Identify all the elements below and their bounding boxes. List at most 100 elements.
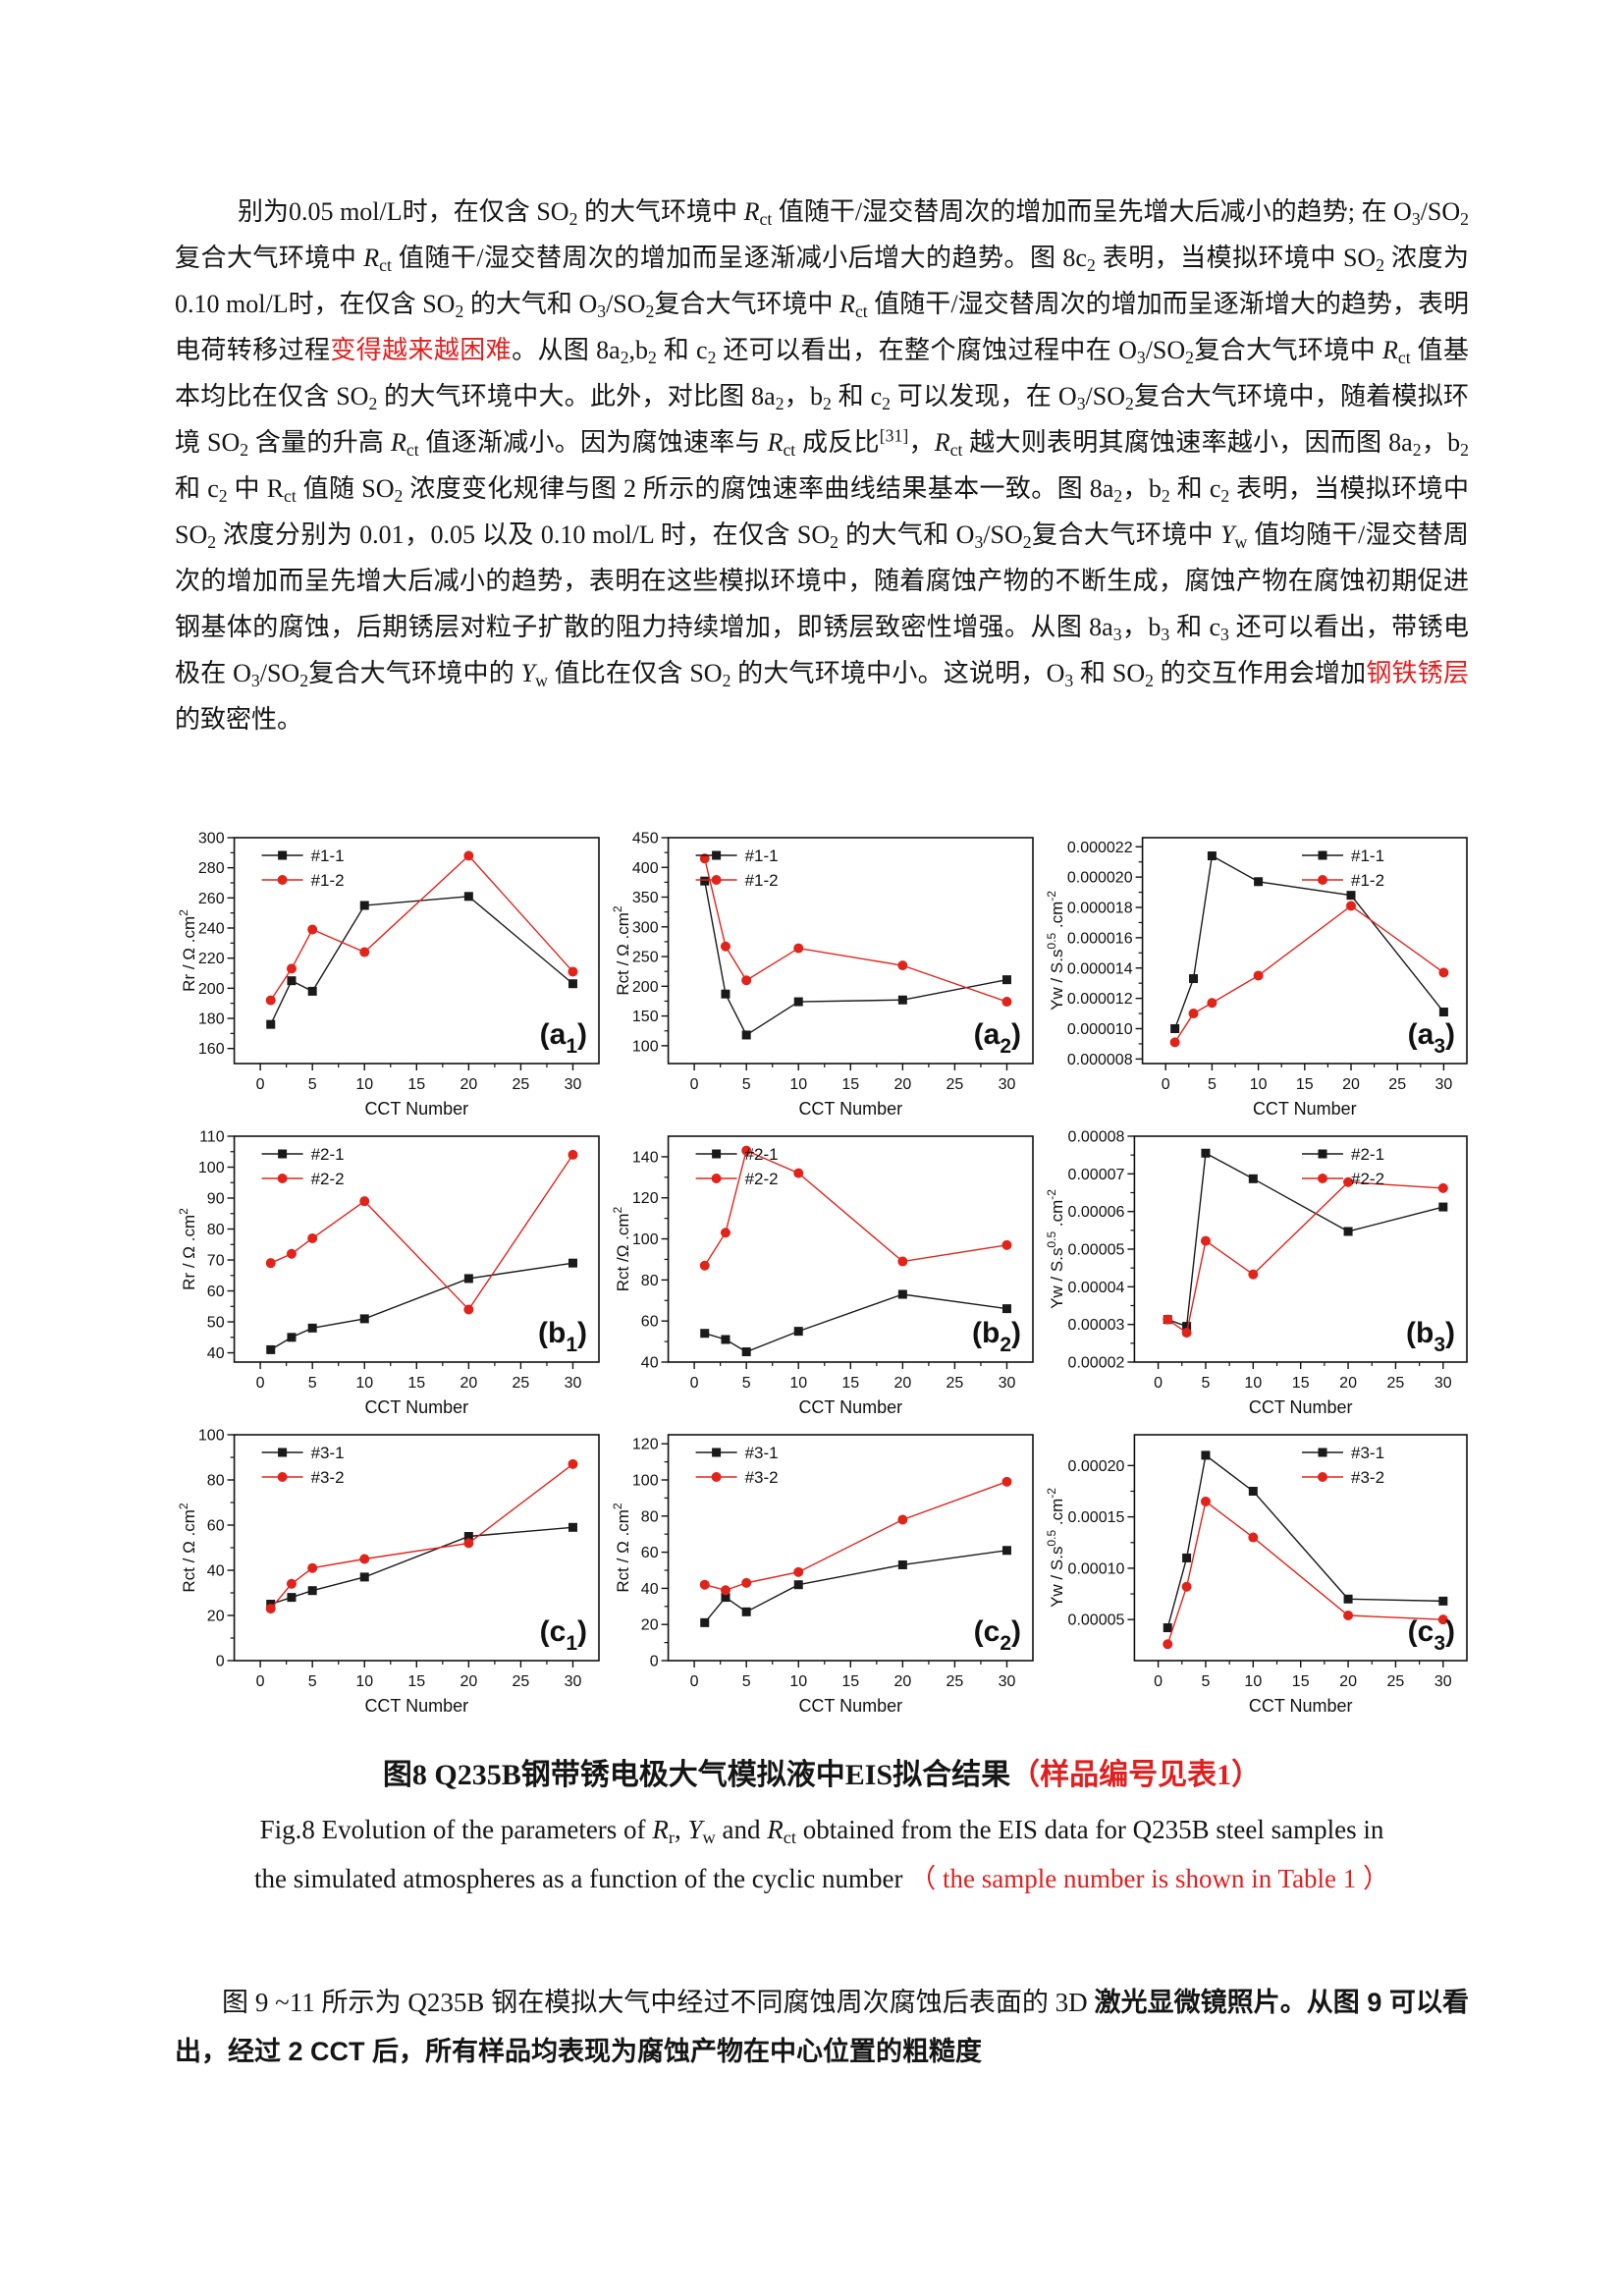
svg-text:5: 5 [742, 1375, 751, 1392]
svg-text:0: 0 [256, 1673, 265, 1690]
svg-text:CCT Number: CCT Number [364, 1099, 468, 1119]
svg-text:220: 220 [198, 951, 225, 967]
svg-text:10: 10 [355, 1673, 373, 1690]
svg-text:(b1): (b1) [538, 1317, 587, 1356]
svg-text:15: 15 [1296, 1076, 1314, 1093]
line-chart-c1: 0 5 10 15 20 25 30 0 20 40 60 80 100 #3-1 #3-2 (c1) CCT … [177, 1428, 600, 1716]
svg-text:30: 30 [1435, 1076, 1453, 1093]
line-chart-a1: 0 5 10 15 20 25 30 160 180 200 220 240 260 280 300 #1-1… [177, 831, 600, 1119]
figure-caption-zh: 图8 Q235B钢带锈电极大气模拟液中EIS拟合结果（样品编号见表1） [382, 1759, 1262, 1791]
svg-text:10: 10 [1244, 1375, 1262, 1392]
svg-text:0: 0 [690, 1076, 699, 1093]
svg-text:60: 60 [207, 1284, 225, 1300]
svg-text:25: 25 [947, 1673, 964, 1690]
svg-text:100: 100 [632, 1473, 659, 1490]
svg-text:70: 70 [207, 1253, 225, 1270]
svg-text:20: 20 [893, 1375, 911, 1392]
svg-text:(b2): (b2) [972, 1317, 1021, 1356]
svg-text:0: 0 [1154, 1375, 1163, 1392]
svg-text:30: 30 [999, 1076, 1016, 1093]
svg-text:0.000020: 0.000020 [1067, 870, 1133, 887]
svg-text:15: 15 [407, 1375, 425, 1392]
svg-text:#1-2: #1-2 [311, 871, 345, 890]
svg-text:100: 100 [198, 1160, 225, 1176]
svg-text:0.00005: 0.00005 [1068, 1242, 1125, 1259]
figure-8-grid: 0 5 10 15 20 25 30 160 180 200 220 240 260 280 300 #1-1… [175, 828, 1477, 1723]
line-chart-c2: 0 5 10 15 20 25 30 0 20 40 60 80 100 120 #3-1 #3-2 (c2) C… [611, 1434, 1034, 1716]
svg-text:#2-2: #2-2 [311, 1170, 345, 1188]
svg-text:80: 80 [207, 1473, 225, 1490]
svg-text:CCT Number: CCT Number [798, 1099, 902, 1119]
svg-text:400: 400 [632, 860, 659, 877]
svg-text:#1-2: #1-2 [745, 871, 779, 890]
svg-text:CCT Number: CCT Number [1253, 1099, 1357, 1119]
chart-c1-rct: 0 5 10 15 20 25 30 0 20 40 60 80 100 #3-1 #3-2 (c1) CCT … [175, 1425, 609, 1723]
svg-text:350: 350 [632, 890, 659, 906]
svg-text:(a1): (a1) [540, 1018, 587, 1058]
chart-a3-yw: 0 5 10 15 20 25 30 0.000008 0.000010 0.000012 0.00… [1043, 828, 1477, 1126]
svg-text:Rct /Ω .cm2: Rct /Ω .cm2 [611, 1206, 632, 1291]
svg-text:0: 0 [690, 1375, 699, 1392]
svg-text:280: 280 [198, 860, 225, 877]
svg-text:Yw / S.s0.5 .cm-2: Yw / S.s0.5 .cm-2 [1045, 1189, 1066, 1309]
svg-text:0.000022: 0.000022 [1067, 840, 1133, 856]
svg-text:CCT Number: CCT Number [364, 1696, 468, 1716]
svg-text:15: 15 [841, 1375, 859, 1392]
svg-text:15: 15 [841, 1076, 859, 1093]
line-chart-c3: 0 5 10 15 20 25 30 0.00005 0.00010 0.00015 0.00020… [1045, 1434, 1468, 1716]
svg-text:0.000016: 0.000016 [1067, 930, 1133, 947]
svg-text:80: 80 [641, 1508, 659, 1525]
svg-text:180: 180 [198, 1011, 225, 1028]
svg-text:CCT Number: CCT Number [1249, 1696, 1353, 1716]
svg-text:Yw / S.s0.5 .cm-2: Yw / S.s0.5 .cm-2 [1045, 1488, 1066, 1608]
svg-text:5: 5 [742, 1673, 751, 1690]
svg-text:30: 30 [1434, 1375, 1452, 1392]
svg-text:#3-1: #3-1 [1351, 1444, 1384, 1462]
svg-text:Rct / Ω .cm2: Rct / Ω .cm2 [611, 905, 632, 996]
svg-text:20: 20 [207, 1609, 225, 1625]
svg-text:Rr / Ω .cm2: Rr / Ω .cm2 [177, 909, 198, 992]
svg-text:80: 80 [207, 1222, 225, 1238]
svg-text:#1-1: #1-1 [745, 847, 779, 865]
body-paragraph-1: 别为0.05 mol/L时，在仅含 SO2 的大气环境中 Rct 值随干/湿交替… [175, 197, 1469, 734]
svg-text:(c2): (c2) [974, 1615, 1021, 1655]
svg-text:25: 25 [513, 1375, 530, 1392]
svg-text:100: 100 [632, 1231, 659, 1248]
svg-text:20: 20 [641, 1617, 659, 1634]
svg-text:0.00002: 0.00002 [1068, 1355, 1125, 1372]
svg-text:250: 250 [632, 950, 659, 966]
svg-text:0.00008: 0.00008 [1068, 1129, 1125, 1146]
svg-text:100: 100 [632, 1038, 659, 1055]
svg-text:(a3): (a3) [1408, 1018, 1455, 1058]
svg-text:10: 10 [1244, 1673, 1262, 1690]
svg-text:#3-2: #3-2 [745, 1468, 779, 1487]
svg-text:140: 140 [632, 1149, 659, 1166]
svg-text:0: 0 [216, 1654, 225, 1670]
svg-text:20: 20 [460, 1375, 477, 1392]
svg-text:20: 20 [893, 1673, 911, 1690]
svg-text:#2-2: #2-2 [1351, 1170, 1384, 1188]
svg-text:0.00007: 0.00007 [1068, 1167, 1125, 1183]
svg-text:CCT Number: CCT Number [798, 1696, 902, 1716]
svg-text:25: 25 [513, 1076, 530, 1093]
svg-text:0.00004: 0.00004 [1068, 1280, 1125, 1296]
svg-text:#2-2: #2-2 [745, 1170, 779, 1188]
svg-text:25: 25 [513, 1673, 530, 1690]
line-chart-a2: 0 5 10 15 20 25 30 100 150 200 250 300 350 400 450 #1-1… [611, 831, 1034, 1119]
svg-text:0.000010: 0.000010 [1067, 1021, 1133, 1038]
svg-text:0: 0 [1162, 1076, 1170, 1093]
svg-text:0.00005: 0.00005 [1068, 1613, 1125, 1629]
svg-text:0: 0 [256, 1076, 265, 1093]
svg-text:CCT Number: CCT Number [364, 1397, 468, 1417]
svg-text:25: 25 [1387, 1673, 1405, 1690]
line-chart-a3: 0 5 10 15 20 25 30 0.000008 0.000010 0.000012 0.00… [1045, 837, 1468, 1119]
svg-text:30: 30 [565, 1375, 582, 1392]
svg-text:20: 20 [893, 1076, 911, 1093]
svg-text:0.00010: 0.00010 [1068, 1560, 1125, 1577]
svg-text:(b3): (b3) [1406, 1317, 1455, 1356]
chart-a1-rr: 0 5 10 15 20 25 30 160 180 200 220 240 260 280 300 #1-1… [175, 828, 609, 1126]
svg-text:30: 30 [565, 1673, 582, 1690]
svg-text:20: 20 [1342, 1076, 1360, 1093]
svg-text:0.00015: 0.00015 [1068, 1509, 1125, 1526]
svg-text:10: 10 [789, 1673, 807, 1690]
